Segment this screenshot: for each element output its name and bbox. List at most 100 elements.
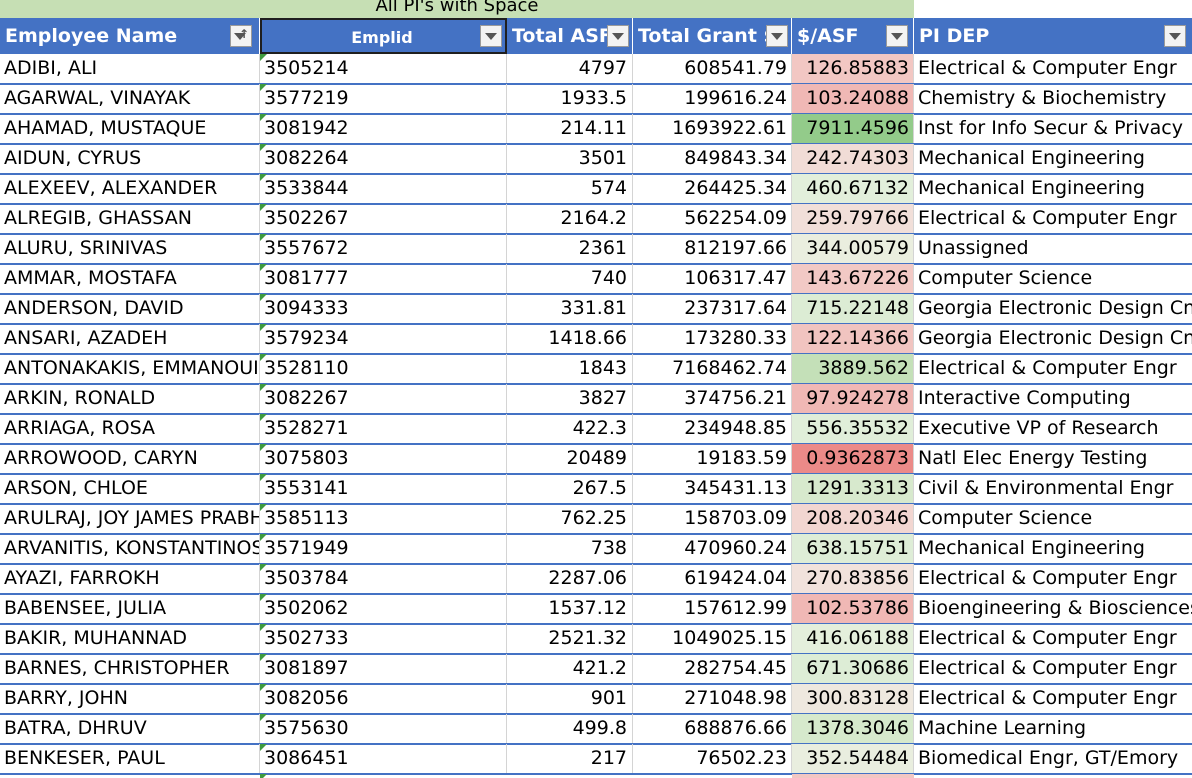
cell-pi-dep[interactable]: Electrical & Computer Engr — [914, 564, 1192, 594]
cell-dollar-per-asf[interactable]: 352.54484 — [792, 744, 914, 774]
cell-total-asf[interactable]: 421.2 — [507, 654, 633, 684]
cell-dollar-per-asf[interactable]: 715.22148 — [792, 294, 914, 324]
cell-employee-name[interactable]: ADIBI, ALI — [0, 54, 260, 84]
cell-emplid[interactable]: 3081897 — [260, 654, 507, 684]
cell-dollar-per-asf[interactable]: 3889.562 — [792, 354, 914, 384]
filter-button[interactable] — [766, 25, 788, 47]
cell-total-grant[interactable]: 282754.45 — [633, 654, 792, 684]
cell-employee-name[interactable]: ALURU, SRINIVAS — [0, 234, 260, 264]
cell-pi-dep[interactable]: Bioengineering & Biosciences — [914, 594, 1192, 624]
cell-total-asf[interactable]: 3827 — [507, 384, 633, 414]
cell-emplid[interactable]: 3075803 — [260, 444, 507, 474]
cell-total-asf[interactable]: 901 — [507, 684, 633, 714]
cell-emplid[interactable]: 3082267 — [260, 384, 507, 414]
cell-dollar-per-asf[interactable]: 556.35532 — [792, 414, 914, 444]
cell-total-asf[interactable]: 2361 — [507, 234, 633, 264]
cell-pi-dep[interactable]: Georgia Electronic Design Cntr — [914, 294, 1192, 324]
cell-dollar-per-asf[interactable]: 208.20346 — [792, 504, 914, 534]
cell-pi-dep[interactable]: Electrical & Computer Engr — [914, 624, 1192, 654]
sort-filter-button[interactable]: ↑ — [230, 25, 252, 47]
column-header-total-grant[interactable]: Total Grant $ — [633, 18, 792, 54]
column-header-total-asf[interactable]: Total ASF — [507, 18, 633, 54]
cell-total-asf[interactable]: 3501 — [507, 144, 633, 174]
cell-employee-name[interactable]: BAKIR, MUHANNAD — [0, 624, 260, 654]
cell-total-grant[interactable]: 199616.24 — [633, 84, 792, 114]
cell-emplid[interactable]: 3528271 — [260, 414, 507, 444]
cell-employee-name[interactable]: ANDERSON, DAVID — [0, 294, 260, 324]
filter-button[interactable] — [1164, 25, 1186, 47]
cell-total-asf[interactable]: 1537.12 — [507, 594, 633, 624]
cell-dollar-per-asf[interactable]: 416.06188 — [792, 624, 914, 654]
cell-pi-dep[interactable]: Computer Science — [914, 264, 1192, 294]
cell-dollar-per-asf[interactable]: 671.30686 — [792, 654, 914, 684]
cell-dollar-per-asf[interactable]: 242.74303 — [792, 144, 914, 174]
cell-total-grant[interactable]: 849843.34 — [633, 144, 792, 174]
cell-employee-name[interactable]: ANTONAKAKIS, EMMANOUIL — [0, 354, 260, 384]
cell-total-asf[interactable]: 2287.06 — [507, 564, 633, 594]
cell-total-grant[interactable]: 234948.85 — [633, 414, 792, 444]
cell-emplid[interactable]: 3585113 — [260, 504, 507, 534]
cell-employee-name[interactable]: AYAZI, FARROKH — [0, 564, 260, 594]
cell-total-asf[interactable]: 217 — [507, 744, 633, 774]
cell-emplid[interactable]: 3081777 — [260, 264, 507, 294]
cell-dollar-per-asf[interactable]: 143.67226 — [792, 264, 914, 294]
cell-total-asf[interactable]: 574 — [507, 174, 633, 204]
cell-employee-name[interactable]: ALEXEEV, ALEXANDER — [0, 174, 260, 204]
cell-employee-name[interactable]: AMMAR, MOSTAFA — [0, 264, 260, 294]
cell-total-grant[interactable]: 76502.23 — [633, 744, 792, 774]
cell-pi-dep[interactable]: Computer Science — [914, 504, 1192, 534]
cell-employee-name[interactable]: AHAMAD, MUSTAQUE — [0, 114, 260, 144]
cell-employee-name[interactable]: BABENSEE, JULIA — [0, 594, 260, 624]
column-header-employee-name[interactable]: Employee Name ↑ — [0, 18, 260, 54]
filter-button[interactable] — [607, 25, 629, 47]
cell-pi-dep[interactable]: Interactive Computing — [914, 384, 1192, 414]
cell-employee-name[interactable]: ARRIAGA, ROSA — [0, 414, 260, 444]
column-header-dollar-per-asf[interactable]: $/ASF — [792, 18, 914, 54]
filter-button[interactable] — [480, 25, 502, 47]
cell-total-grant[interactable]: 812197.66 — [633, 234, 792, 264]
cell-total-grant[interactable]: 158703.09 — [633, 504, 792, 534]
cell-total-grant[interactable]: 271048.98 — [633, 684, 792, 714]
cell-total-asf[interactable]: 762.25 — [507, 504, 633, 534]
cell-total-grant[interactable]: 19183.59 — [633, 444, 792, 474]
cell-total-asf[interactable]: 2164.2 — [507, 204, 633, 234]
cell-employee-name[interactable]: AGARWAL, VINAYAK — [0, 84, 260, 114]
cell-emplid[interactable]: 3533844 — [260, 174, 507, 204]
cell-pi-dep[interactable]: Mechanical Engineering — [914, 534, 1192, 564]
cell-total-asf[interactable]: 2521.32 — [507, 624, 633, 654]
cell-emplid[interactable]: 3502733 — [260, 624, 507, 654]
cell-total-asf[interactable]: 20489 — [507, 444, 633, 474]
cell-employee-name[interactable]: BATRA, DHRUV — [0, 714, 260, 744]
cell-employee-name[interactable]: BARNES, CHRISTOPHER — [0, 654, 260, 684]
cell-total-asf[interactable]: 4797 — [507, 54, 633, 84]
cell-emplid[interactable]: 3082264 — [260, 144, 507, 174]
cell-emplid[interactable]: 3505214 — [260, 54, 507, 84]
cell-employee-name[interactable]: ARULRAJ, JOY JAMES PRABH — [0, 504, 260, 534]
cell-dollar-per-asf[interactable]: 270.83856 — [792, 564, 914, 594]
cell-dollar-per-asf[interactable]: 259.79766 — [792, 204, 914, 234]
cell-emplid[interactable]: 3557672 — [260, 234, 507, 264]
cell-pi-dep[interactable]: Electrical & Computer Engr — [914, 54, 1192, 84]
cell-pi-dep[interactable]: Inst for Info Secur & Privacy — [914, 114, 1192, 144]
cell-total-asf[interactable]: 331.81 — [507, 294, 633, 324]
cell-pi-dep[interactable]: Electrical & Computer Engr — [914, 354, 1192, 384]
cell-dollar-per-asf[interactable]: 126.85883 — [792, 54, 914, 84]
cell-employee-name[interactable]: BENKESER, PAUL — [0, 744, 260, 774]
cell-total-grant[interactable]: 374756.21 — [633, 384, 792, 414]
cell-total-grant[interactable]: 619424.04 — [633, 564, 792, 594]
cell-total-grant[interactable]: 562254.09 — [633, 204, 792, 234]
cell-total-grant[interactable]: 106317.47 — [633, 264, 792, 294]
cell-dollar-per-asf[interactable]: 1378.3046 — [792, 714, 914, 744]
cell-dollar-per-asf[interactable]: 102.53786 — [792, 594, 914, 624]
column-header-emplid[interactable]: Emplid — [260, 18, 507, 54]
cell-dollar-per-asf[interactable]: 638.15751 — [792, 534, 914, 564]
cell-total-grant[interactable]: 470960.24 — [633, 534, 792, 564]
cell-emplid[interactable]: 3094333 — [260, 294, 507, 324]
cell-pi-dep[interactable]: Civil & Environmental Engr — [914, 474, 1192, 504]
cell-total-grant[interactable]: 345431.13 — [633, 474, 792, 504]
cell-emplid[interactable]: 3579234 — [260, 324, 507, 354]
cell-total-asf[interactable]: 1933.5 — [507, 84, 633, 114]
cell-employee-name[interactable]: ARSON, CHLOE — [0, 474, 260, 504]
cell-total-grant[interactable]: 157612.99 — [633, 594, 792, 624]
cell-employee-name[interactable]: ARVANITIS, KONSTANTINOS — [0, 534, 260, 564]
